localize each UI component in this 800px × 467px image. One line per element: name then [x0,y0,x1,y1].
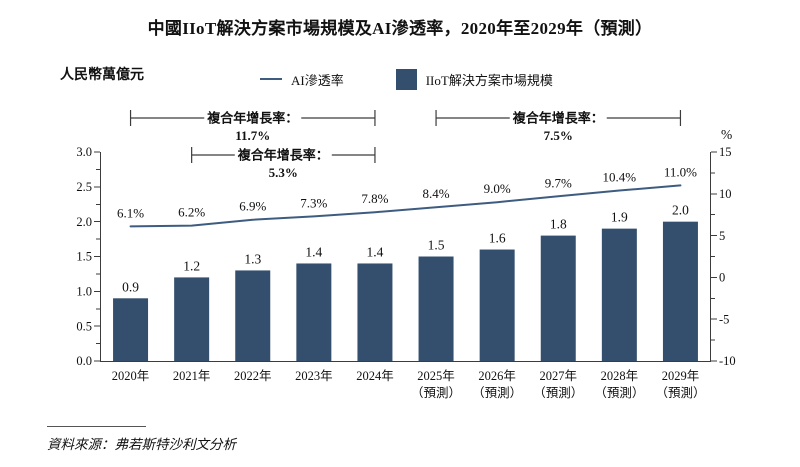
line-swatch-icon [260,78,282,80]
x-axis-label: 2022年 [234,369,272,383]
legend-bar-label: IIoT解決方案市場規模 [425,72,553,88]
cagr-value: 5.3% [269,165,298,180]
bar-value-label: 1.8 [550,217,567,232]
line-value-label: 6.9% [239,199,266,214]
right-axis-tick-label: -10 [719,354,736,368]
bar-value-label: 1.6 [489,231,506,246]
chart-title: 中國IIoT解決方案市場規模及AI滲透率，2020年至2029年（預測） [147,19,653,38]
legend-item-line: AI滲透率 [260,70,344,89]
cagr-label: 複合年增長率： [237,148,329,163]
bar-value-label: 1.5 [428,238,445,253]
right-axis-tick-label: 15 [719,145,732,159]
left-axis-tick-label: 1.5 [76,250,92,264]
bar [601,228,637,361]
left-axis-tick-label: 2.5 [76,180,92,194]
market-size-and-penetration-chart: 複合年增長率： 11.7% 複合年增長率： 5.3% 複合年增長率： 7.5% 0.0 0.5… [76,109,736,400]
cagr-label-bg [204,109,302,126]
right-axis-tick-label: -5 [719,312,729,326]
line-value-label: 7.3% [300,195,327,210]
cagr-value: 11.7% [235,128,270,143]
bar-value-label: 1.3 [244,251,261,266]
left-axis-unit-label: 人民幣萬億元 [60,66,144,82]
x-axis-forecast-label: （預測） [411,386,461,400]
line-value-label: 6.1% [117,205,144,220]
cagr-label-bg [509,109,607,126]
bar [418,256,454,361]
x-axis-label: 2024年 [356,369,394,383]
legend-item-bar: IIoT解決方案市場規模 [395,68,553,90]
left-axis-tick-label: 3.0 [76,145,92,159]
x-axis-label: 2028年 [601,369,639,383]
bar-value-label: 1.4 [367,244,384,259]
line-value-label: 7.8% [361,191,388,206]
x-axis-forecast-label: （預測） [533,386,583,400]
cagr-value: 7.5% [544,128,573,143]
line-value-label: 8.4% [423,186,450,201]
right-axis-unit-label: % [721,127,732,142]
x-axis-label: 2029年 [662,369,700,383]
left-axis-tick-label: 2.0 [76,215,92,229]
x-axis-label: 2020年 [112,369,150,383]
line-value-label: 10.4% [603,169,637,184]
bar [174,277,210,361]
right-axis-tick-label: 0 [719,271,725,285]
bar [662,221,698,361]
line-value-label: 9.0% [484,181,511,196]
legend: AI滲透率 IIoT解決方案市場規模 [260,66,553,92]
penetration-line [129,184,682,228]
bar-value-label: 0.9 [122,279,139,294]
source-text: 資料來源：弗若斯特沙利文分析 [47,437,236,452]
bar [113,298,149,361]
left-axis-tick-label: 1.0 [76,285,92,299]
cagr-label: 複合年增長率： [512,111,604,126]
bar [357,263,393,361]
x-axis-label: 2021年 [173,369,211,383]
bar-value-label: 1.2 [183,258,200,273]
x-axis-label: 2025年 [417,369,455,383]
bar [296,263,332,361]
x-axis-label: 2026年 [478,369,516,383]
x-axis-forecast-label: （預測） [472,386,522,400]
x-axis-forecast-label: （預測） [594,386,644,400]
source-divider [47,426,146,427]
cagr-label-bg [234,146,332,163]
line-value-label: 9.7% [545,175,572,190]
right-axis-tick-label: 5 [719,229,725,243]
bar [540,235,576,361]
bar-value-label: 1.4 [305,244,322,259]
x-axis-label: 2027年 [539,369,577,383]
bar-value-label: 1.9 [611,210,628,225]
line-value-label: 11.0% [664,164,697,179]
line-value-label: 6.2% [178,205,205,220]
left-axis-tick-label: 0.5 [76,319,92,333]
left-axis-tick-label: 0.0 [76,354,92,368]
bar-value-label: 2.0 [672,203,689,218]
bar-swatch-icon [395,68,417,90]
source-note: 資料來源：弗若斯特沙利文分析 [47,426,236,453]
bar [479,249,515,361]
legend-line-label: AI滲透率 [291,72,344,88]
cagr-label: 複合年增長率： [206,111,298,126]
bar [235,270,271,361]
x-axis-label: 2023年 [295,369,333,383]
right-axis-tick-label: 10 [719,187,732,201]
x-axis-forecast-label: （預測） [655,386,705,400]
